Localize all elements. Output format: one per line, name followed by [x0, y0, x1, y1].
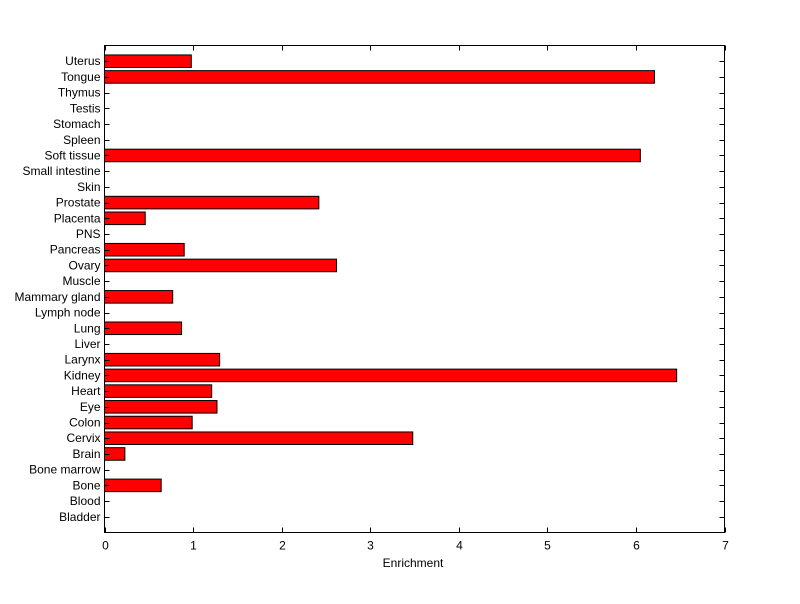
bar-bone — [104, 478, 162, 493]
y-tick-label: Bone — [72, 478, 100, 492]
bar-mammary-gland — [104, 290, 174, 304]
y-tick-label: Colon — [69, 416, 100, 430]
y-tick-label: Stomach — [53, 117, 100, 131]
y-tick-label: Uterus — [65, 54, 100, 68]
x-tick-label: 7 — [722, 539, 729, 553]
x-tick-label: 4 — [456, 539, 463, 553]
y-tick-label: Kidney — [64, 368, 101, 382]
x-tick-label: 5 — [544, 539, 551, 553]
y-tick-label: Liver — [74, 337, 100, 351]
y-tick-label: Testis — [70, 101, 101, 115]
axes-box — [104, 45, 725, 533]
y-tick-label: Thymus — [58, 86, 101, 100]
x-tick-label: 1 — [190, 539, 197, 553]
y-tick-label: Spleen — [63, 133, 100, 147]
x-tick-label: 3 — [367, 539, 374, 553]
bar-pancreas — [104, 242, 185, 257]
y-tick-label: PNS — [76, 227, 101, 241]
bar-kidney — [104, 368, 678, 383]
y-tick-label: Tongue — [61, 70, 101, 84]
y-tick-label: Small intestine — [22, 164, 100, 178]
y-tick-label: Cervix — [66, 431, 100, 445]
y-tick-label: Heart — [71, 384, 101, 398]
bar-placenta — [104, 211, 146, 226]
x-tick-label: 0 — [102, 539, 109, 553]
x-axis-label: Enrichment — [383, 556, 444, 570]
y-tick-label: Lymph node — [35, 306, 101, 320]
y-tick-label: Placenta — [54, 211, 101, 225]
y-tick-label: Brain — [72, 447, 100, 461]
y-tick-label: Lung — [74, 321, 101, 335]
y-tick-label: Pancreas — [50, 243, 101, 257]
y-tick-label: Soft tissue — [44, 148, 100, 162]
bar-ovary — [104, 258, 338, 273]
bar-lung — [104, 321, 183, 336]
y-tick-label: Eye — [80, 400, 101, 414]
bar-tongue — [104, 70, 656, 84]
bar-uterus — [104, 54, 192, 68]
x-tick-label: 2 — [279, 539, 286, 553]
y-tick-label: Larynx — [64, 353, 100, 367]
bar-heart — [104, 384, 213, 398]
bar-cervix — [104, 431, 414, 446]
bar-prostate — [104, 195, 320, 210]
bar-eye — [104, 400, 218, 414]
y-tick-label: Blood — [70, 494, 101, 508]
y-tick-label: Ovary — [68, 258, 100, 272]
bar-larynx — [104, 352, 221, 367]
bar-colon — [104, 415, 193, 430]
y-tick-label: Mammary gland — [14, 290, 100, 304]
y-tick-label: Bladder — [59, 510, 100, 524]
plot-area — [104, 45, 724, 532]
y-tick-label: Muscle — [62, 274, 100, 288]
bar-brain — [104, 447, 126, 461]
y-tick-label: Bone marrow — [29, 463, 101, 477]
y-tick-label: Prostate — [56, 196, 101, 210]
bar-soft-tissue — [104, 148, 641, 163]
y-tick-label: Skin — [77, 180, 100, 194]
x-tick-label: 6 — [633, 539, 640, 553]
